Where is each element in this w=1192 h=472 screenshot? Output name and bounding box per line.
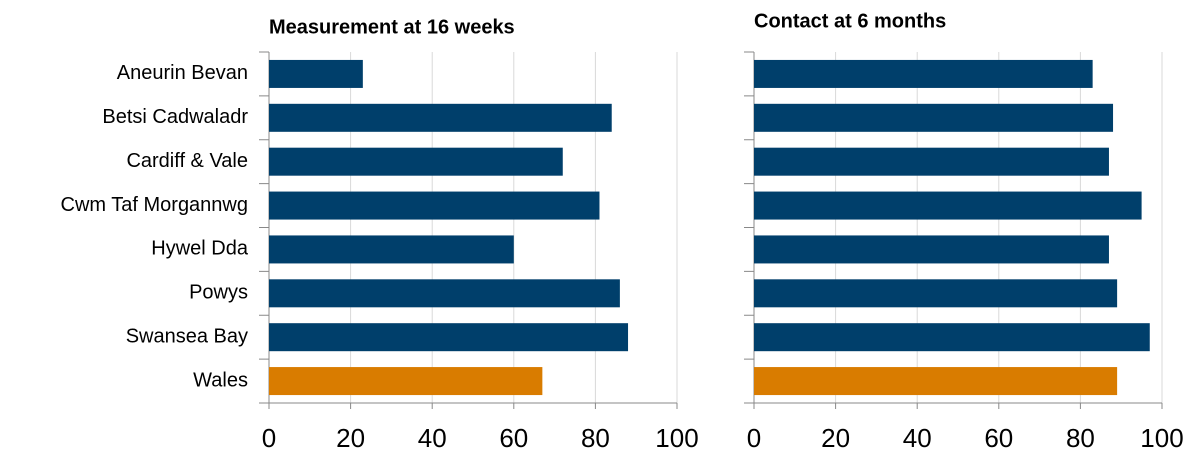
y-tick-label: Wales <box>193 369 248 391</box>
y-tick-label: Swansea Bay <box>126 325 248 347</box>
bar <box>754 367 1118 396</box>
bar <box>754 323 1150 352</box>
bar <box>269 191 600 220</box>
bar <box>754 147 1109 176</box>
bar <box>269 367 543 396</box>
bar <box>269 323 629 352</box>
bar <box>754 103 1114 132</box>
bar <box>269 147 563 176</box>
x-tick-label: 60 <box>499 423 528 453</box>
x-tick-label: 100 <box>1140 423 1183 453</box>
x-tick-label: 100 <box>655 423 698 453</box>
y-tick-label: Cardiff & Vale <box>126 150 248 172</box>
x-tick-label: 40 <box>418 423 447 453</box>
bar <box>754 59 1093 88</box>
chart-title: Contact at 6 months <box>754 10 946 32</box>
x-tick-label: 40 <box>903 423 932 453</box>
bar <box>754 191 1142 220</box>
y-tick-label: Aneurin Bevan <box>117 62 248 84</box>
x-tick-label: 60 <box>984 423 1013 453</box>
y-tick-label: Powys <box>189 282 248 304</box>
bar <box>269 235 514 264</box>
bar <box>754 279 1118 308</box>
chart-title: Measurement at 16 weeks <box>269 16 515 38</box>
x-tick-label: 0 <box>262 423 276 453</box>
x-tick-label: 20 <box>821 423 850 453</box>
bar <box>754 235 1109 264</box>
y-tick-label: Betsi Cadwaladr <box>102 106 248 128</box>
x-tick-label: 20 <box>336 423 365 453</box>
x-tick-label: 0 <box>747 423 761 453</box>
bar <box>269 103 612 132</box>
x-tick-label: 80 <box>581 423 610 453</box>
x-tick-label: 80 <box>1066 423 1095 453</box>
bar <box>269 279 620 308</box>
y-tick-label: Cwm Taf Morgannwg <box>61 194 248 216</box>
bar <box>269 59 363 88</box>
y-tick-label: Hywel Dda <box>151 238 249 260</box>
